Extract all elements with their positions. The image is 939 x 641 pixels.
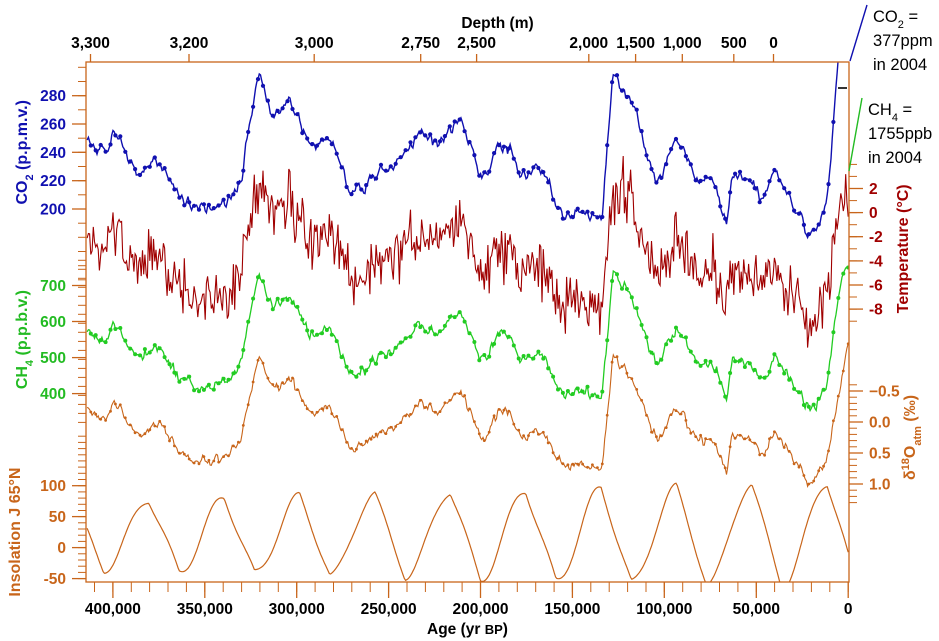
- svg-text:0.0: 0.0: [869, 415, 891, 432]
- svg-text:700: 700: [40, 278, 66, 295]
- svg-text:0: 0: [57, 540, 66, 557]
- svg-text:0: 0: [869, 205, 878, 222]
- svg-text:Depth (m): Depth (m): [461, 15, 533, 32]
- svg-text:500: 500: [40, 350, 66, 367]
- svg-text:Insolation J 65°N: Insolation J 65°N: [7, 468, 24, 597]
- svg-text:500: 500: [721, 35, 747, 52]
- svg-text:0.5: 0.5: [869, 446, 891, 463]
- svg-text:in 2004: in 2004: [873, 56, 927, 74]
- svg-text:600: 600: [40, 314, 66, 331]
- svg-text:Age (yr BP): Age (yr BP): [427, 621, 508, 638]
- svg-text:CO2 (p.p.m.v.): CO2 (p.p.m.v.): [14, 100, 36, 205]
- svg-text:1755ppb: 1755ppb: [868, 125, 932, 143]
- svg-text:2,750: 2,750: [401, 35, 440, 52]
- svg-text:-50: -50: [44, 571, 66, 588]
- svg-text:260: 260: [40, 117, 66, 134]
- svg-text:0: 0: [769, 35, 778, 52]
- svg-text:350,000: 350,000: [177, 601, 233, 618]
- svg-text:50,000: 50,000: [733, 601, 780, 618]
- svg-text:100: 100: [40, 478, 66, 495]
- svg-text:200,000: 200,000: [452, 601, 508, 618]
- svg-text:3,300: 3,300: [71, 35, 110, 52]
- svg-text:2: 2: [869, 181, 878, 198]
- svg-text:−0.5: −0.5: [869, 384, 900, 401]
- svg-text:50: 50: [49, 509, 66, 526]
- svg-text:100,000: 100,000: [636, 601, 692, 618]
- svg-text:1,000: 1,000: [663, 35, 702, 52]
- svg-text:-2: -2: [869, 229, 883, 246]
- svg-text:2,000: 2,000: [569, 35, 608, 52]
- svg-text:300,000: 300,000: [269, 601, 325, 618]
- svg-text:250,000: 250,000: [361, 601, 417, 618]
- svg-text:δ18Oatm (‰): δ18Oatm (‰): [900, 395, 924, 480]
- svg-text:0: 0: [844, 601, 853, 618]
- svg-text:280: 280: [40, 88, 66, 105]
- svg-text:2,500: 2,500: [457, 35, 496, 52]
- svg-text:240: 240: [40, 145, 66, 162]
- svg-text:-8: -8: [869, 302, 883, 319]
- svg-text:150,000: 150,000: [544, 601, 600, 618]
- svg-text:-6: -6: [869, 278, 883, 295]
- svg-text:200: 200: [40, 202, 66, 219]
- svg-text:in 2004: in 2004: [868, 149, 922, 167]
- svg-text:-4: -4: [869, 253, 883, 270]
- svg-text:CH4 =: CH4 =: [868, 101, 912, 124]
- svg-text:3,000: 3,000: [295, 35, 334, 52]
- svg-text:220: 220: [40, 173, 66, 190]
- svg-text:3,200: 3,200: [170, 35, 209, 52]
- svg-text:Temperature (°C): Temperature (°C): [895, 184, 912, 313]
- svg-text:CO2 =: CO2 =: [873, 8, 918, 31]
- svg-text:1.0: 1.0: [869, 477, 891, 494]
- svg-text:CH4 (p.p.b.v.): CH4 (p.p.b.v.): [14, 290, 36, 389]
- svg-text:377ppm: 377ppm: [873, 32, 933, 50]
- svg-text:400,000: 400,000: [85, 601, 141, 618]
- svg-text:1,500: 1,500: [616, 35, 655, 52]
- svg-text:400: 400: [40, 386, 66, 403]
